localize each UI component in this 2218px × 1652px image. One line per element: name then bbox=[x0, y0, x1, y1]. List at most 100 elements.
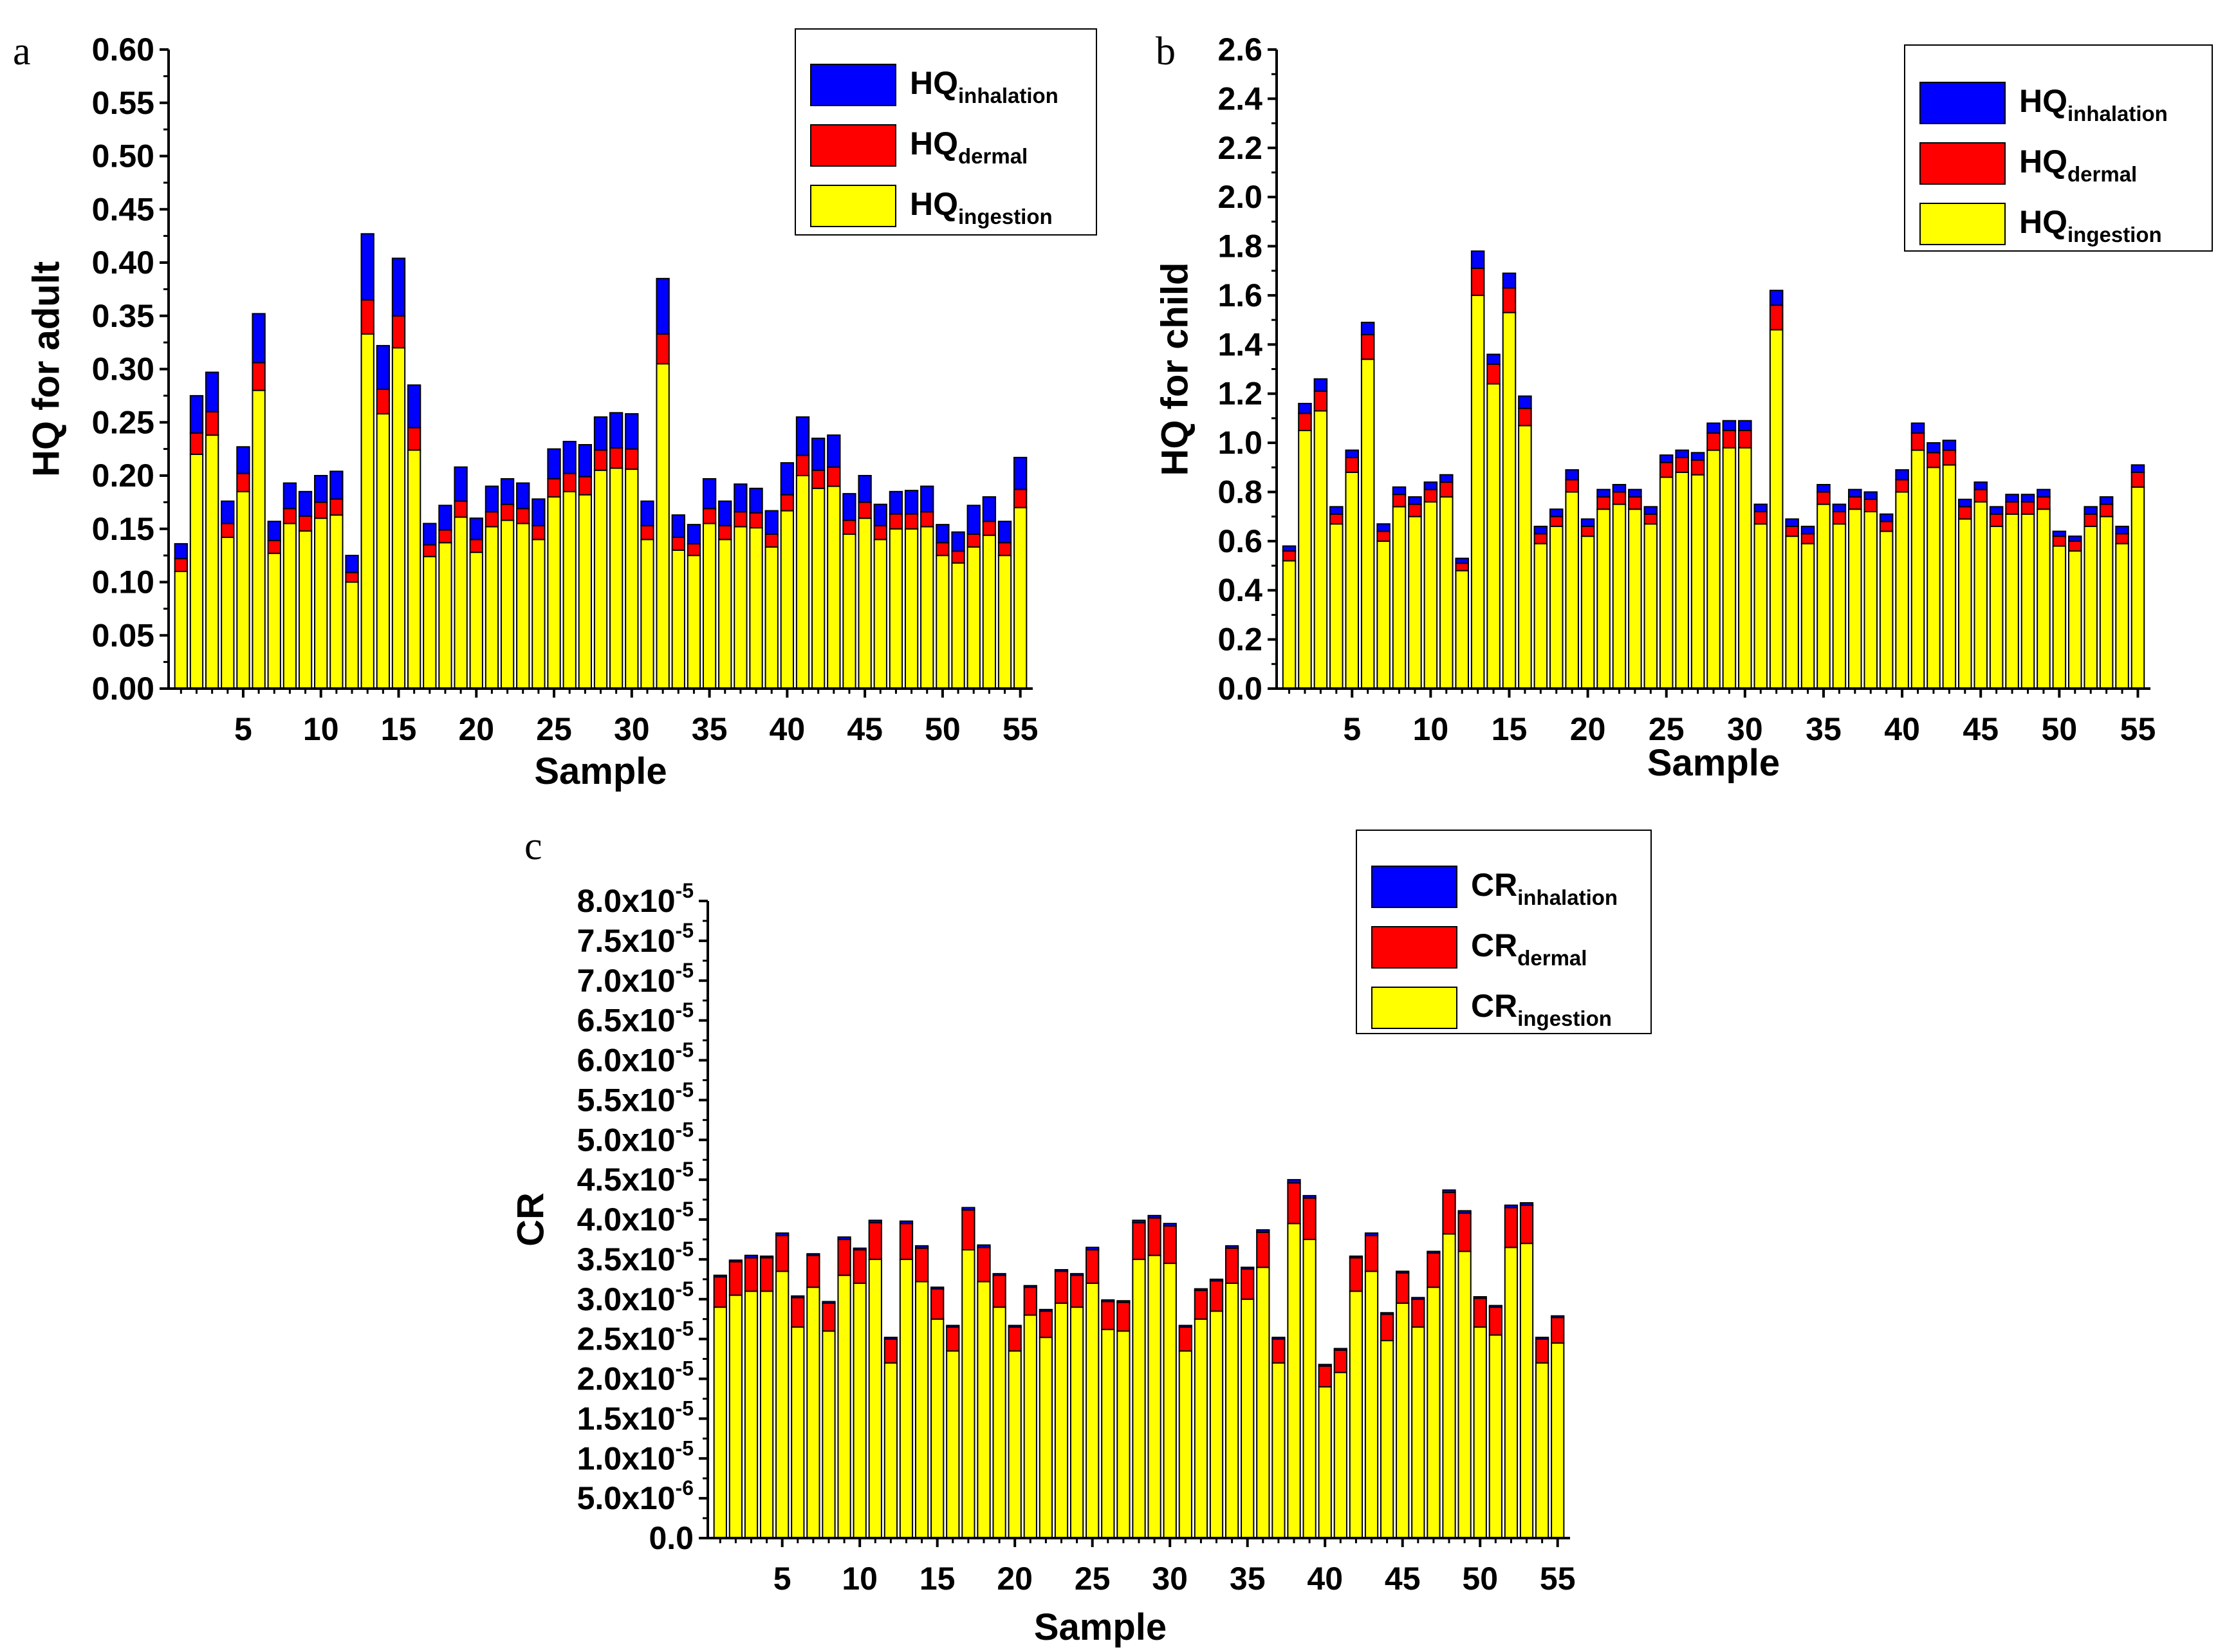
bar-dermal-sample-35 bbox=[1241, 1268, 1255, 1300]
bar-ingestion-sample-9 bbox=[837, 1274, 851, 1539]
bar-dermal-sample-12 bbox=[883, 1338, 898, 1364]
bar-inhalation-sample-34 bbox=[1225, 1245, 1239, 1249]
bar-inhalation-sample-34 bbox=[1800, 525, 1815, 535]
bar-inhalation-sample-15 bbox=[391, 257, 406, 317]
bar-inhalation-sample-6 bbox=[252, 313, 266, 364]
bar-inhalation-sample-18 bbox=[977, 1244, 991, 1248]
bar-inhalation-sample-52 bbox=[1504, 1204, 1519, 1209]
bar-inhalation-sample-14 bbox=[376, 345, 390, 390]
bar-inhalation-sample-47 bbox=[889, 490, 903, 515]
bar-inhalation-sample-11 bbox=[329, 470, 344, 500]
x-tick-label: 45 bbox=[847, 711, 883, 747]
bar-ingestion-sample-37 bbox=[1271, 1362, 1286, 1539]
bar-ingestion-sample-19 bbox=[992, 1306, 1006, 1539]
bar-dermal-sample-38 bbox=[1863, 498, 1878, 513]
bar-dermal-sample-22 bbox=[1612, 491, 1627, 505]
bar-inhalation-sample-28 bbox=[1132, 1220, 1146, 1223]
bar-ingestion-sample-35 bbox=[1241, 1298, 1255, 1539]
y-tick-label: 1.6 bbox=[1217, 277, 1262, 313]
bars bbox=[713, 1179, 1565, 1539]
bar-dermal-sample-36 bbox=[718, 524, 732, 541]
bar-ingestion-sample-9 bbox=[298, 530, 313, 689]
bar-inhalation-sample-48 bbox=[2020, 494, 2035, 503]
bar-ingestion-sample-33 bbox=[1785, 535, 1799, 690]
bar-dermal-sample-43 bbox=[1364, 1234, 1379, 1272]
bar-dermal-sample-23 bbox=[1054, 1270, 1069, 1304]
legend: HQinhalation HQdermal HQingestion bbox=[795, 28, 1097, 236]
bar-dermal-sample-1 bbox=[1282, 550, 1297, 562]
bar-ingestion-sample-23 bbox=[516, 523, 530, 689]
bar-ingestion-sample-49 bbox=[1457, 1250, 1472, 1539]
bar-inhalation-sample-7 bbox=[1376, 523, 1391, 532]
bar-dermal-sample-48 bbox=[1442, 1191, 1456, 1235]
legend-label-inhalation: HQinhalation bbox=[910, 65, 1058, 107]
y-tick-label: 0.45 bbox=[92, 191, 154, 227]
panel-c-cancer-risk: 0.0 5.0x10-61.0x10-51.5x10-52.0x10-52.5x1… bbox=[510, 824, 1652, 1648]
bar-ingestion-sample-4 bbox=[759, 1290, 774, 1539]
bar-dermal-sample-39 bbox=[1879, 521, 1894, 532]
x-tick-label: 20 bbox=[1570, 711, 1606, 747]
bar-dermal-sample-20 bbox=[1008, 1326, 1022, 1352]
bar-dermal-sample-24 bbox=[1643, 513, 1658, 525]
bar-ingestion-sample-2 bbox=[1298, 429, 1312, 689]
bar-ingestion-sample-15 bbox=[930, 1318, 945, 1539]
bar-ingestion-sample-42 bbox=[1927, 467, 1941, 690]
bar-dermal-sample-35 bbox=[1816, 491, 1831, 505]
bar-dermal-sample-19 bbox=[454, 500, 468, 518]
bar-inhalation-sample-29 bbox=[1722, 420, 1737, 431]
bar-inhalation-sample-17 bbox=[1533, 525, 1548, 535]
bar-inhalation-sample-25 bbox=[1659, 454, 1674, 463]
bar-ingestion-sample-23 bbox=[1054, 1302, 1069, 1539]
bar-ingestion-sample-25 bbox=[1086, 1283, 1100, 1539]
bar-inhalation-sample-49 bbox=[1457, 1210, 1472, 1214]
bar-dermal-sample-24 bbox=[531, 524, 546, 541]
bar-ingestion-sample-54 bbox=[997, 555, 1012, 690]
bar-inhalation-sample-33 bbox=[671, 514, 685, 538]
bar-dermal-sample-45 bbox=[858, 501, 872, 519]
legend-label-dermal: CRdermal bbox=[1471, 927, 1587, 970]
bar-dermal-sample-19 bbox=[992, 1274, 1006, 1308]
bar-dermal-sample-30 bbox=[625, 448, 639, 470]
bar-dermal-sample-35 bbox=[702, 508, 717, 524]
x-tick-label: 45 bbox=[1385, 1561, 1421, 1597]
bar-ingestion-sample-8 bbox=[282, 523, 297, 689]
panel-a-hq-adult: 0.00 0.05 0.10 0.15 0.20 0.25 0.30 0.35 0.40 0.45… bbox=[13, 28, 1097, 792]
bar-dermal-sample-15 bbox=[930, 1288, 945, 1320]
bar-dermal-sample-3 bbox=[1313, 390, 1328, 412]
bar-dermal-sample-54 bbox=[2115, 533, 2129, 544]
bar-ingestion-sample-8 bbox=[1392, 506, 1407, 689]
y-tick-label: 2.4 bbox=[1217, 80, 1262, 116]
bar-dermal-sample-25 bbox=[547, 478, 561, 498]
bar-inhalation-sample-2 bbox=[189, 394, 204, 434]
bar-dermal-sample-3 bbox=[205, 411, 219, 436]
bar-ingestion-sample-28 bbox=[1706, 449, 1721, 690]
legend-swatch-inhalation bbox=[1371, 866, 1457, 908]
bar-inhalation-sample-27 bbox=[1690, 452, 1705, 461]
bar-dermal-sample-45 bbox=[1396, 1272, 1410, 1304]
bar-inhalation-sample-11 bbox=[1439, 474, 1454, 483]
bar-ingestion-sample-8 bbox=[822, 1330, 836, 1539]
bar-inhalation-sample-53 bbox=[1519, 1202, 1534, 1206]
bar-inhalation-sample-42 bbox=[811, 438, 826, 471]
bar-dermal-sample-53 bbox=[982, 521, 997, 536]
bar-dermal-sample-22 bbox=[500, 503, 515, 521]
bar-ingestion-sample-4 bbox=[1329, 523, 1344, 689]
bar-inhalation-sample-49 bbox=[2037, 488, 2051, 498]
bar-ingestion-sample-16 bbox=[1518, 425, 1532, 690]
bar-inhalation-sample-30 bbox=[1163, 1223, 1177, 1227]
bar-inhalation-sample-32 bbox=[1769, 290, 1784, 306]
bar-inhalation-sample-51 bbox=[2067, 535, 2082, 542]
bar-ingestion-sample-27 bbox=[1116, 1330, 1131, 1539]
bar-dermal-sample-44 bbox=[1380, 1313, 1394, 1342]
bar-dermal-sample-9 bbox=[1408, 503, 1422, 517]
bar-ingestion-sample-33 bbox=[671, 549, 685, 689]
bar-dermal-sample-46 bbox=[873, 524, 887, 541]
bar-inhalation-sample-20 bbox=[469, 517, 483, 541]
bar-ingestion-sample-55 bbox=[2130, 486, 2145, 689]
bar-ingestion-sample-44 bbox=[1958, 518, 1972, 689]
legend-label-ingestion: CRingestion bbox=[1471, 988, 1612, 1030]
legend-label-inhalation: CRinhalation bbox=[1471, 867, 1618, 909]
bar-ingestion-sample-43 bbox=[1364, 1270, 1379, 1539]
bar-dermal-sample-5 bbox=[236, 472, 250, 492]
